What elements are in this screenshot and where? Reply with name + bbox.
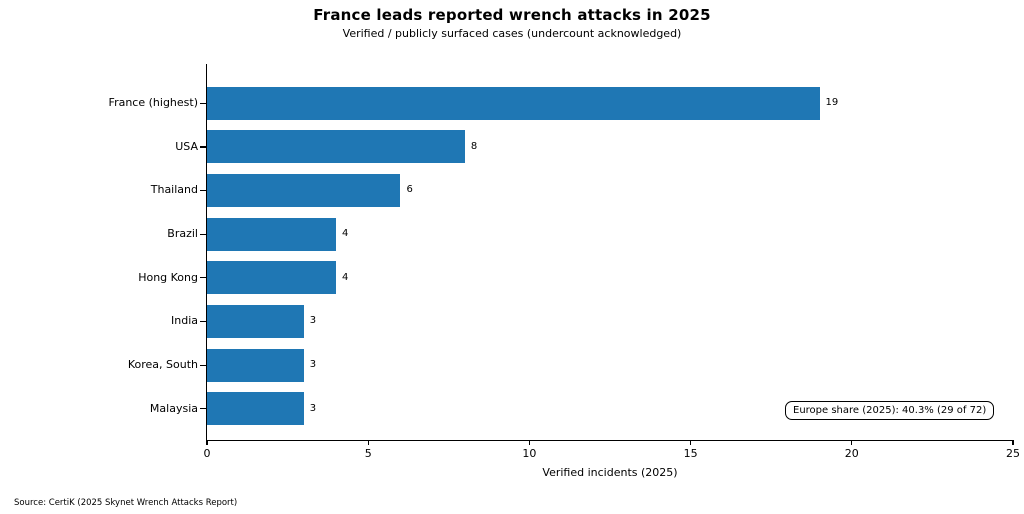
x-axis-title: Verified incidents (2025): [542, 466, 678, 479]
value-label: 4: [341, 271, 349, 283]
value-label: 6: [406, 184, 413, 196]
bar-brazil: [207, 217, 336, 251]
category-label: Thailand: [150, 183, 198, 197]
y-tick-mark: [200, 320, 206, 323]
y-tick-mark: [200, 233, 206, 235]
category-label: Brazil: [167, 227, 198, 241]
x-tick-label: 10: [522, 447, 537, 460]
y-tick-mark: [200, 364, 206, 366]
bar-thailand: [207, 173, 401, 207]
chart-title: France leads reported wrench attacks in …: [313, 6, 711, 24]
chart-subtitle: Verified / publicly surfaced cases (unde…: [342, 27, 682, 40]
y-tick-mark: [200, 146, 206, 148]
bar-korea-south: [207, 348, 304, 382]
x-tick-label: 5: [364, 447, 372, 460]
x-tick-mark: [851, 441, 853, 445]
x-tick-label: 25: [1006, 447, 1020, 460]
bar-malaysia: [207, 392, 304, 426]
x-tick-mark: [367, 441, 369, 445]
x-axis-line: [206, 440, 1014, 442]
source-note: Source: CertiK (2025 Skynet Wrench Attac…: [14, 498, 238, 508]
value-label: 3: [309, 402, 317, 414]
bar-hong-kong: [207, 261, 336, 295]
x-tick-label: 20: [844, 447, 859, 460]
x-tick-mark: [1012, 441, 1014, 445]
value-label: 3: [309, 315, 317, 327]
annotation-box: Europe share (2025): 40.3% (29 of 72): [785, 401, 995, 420]
value-label: 8: [470, 140, 478, 152]
x-tick-label: 0: [203, 447, 211, 460]
category-label: Hong Kong: [138, 270, 198, 284]
x-tick-mark: [206, 441, 208, 445]
y-tick-mark: [200, 102, 206, 104]
category-label: India: [171, 314, 198, 328]
x-tick-mark: [690, 441, 692, 445]
bar-india: [207, 304, 304, 338]
y-tick-mark: [200, 189, 206, 192]
x-tick-mark: [528, 441, 530, 445]
category-label: USA: [175, 139, 198, 153]
x-tick-label: 15: [683, 447, 698, 460]
y-tick-mark: [200, 277, 206, 279]
value-label: 19: [825, 97, 839, 109]
y-axis-line: [206, 64, 208, 441]
category-label: Korea, South: [127, 358, 198, 372]
category-label: France (highest): [108, 96, 198, 110]
category-label: Malaysia: [149, 401, 198, 415]
bar-france-highest: [207, 86, 820, 120]
value-label: 4: [341, 228, 349, 240]
y-tick-mark: [200, 408, 206, 410]
bar-usa: [207, 130, 465, 164]
value-label: 3: [309, 359, 317, 371]
